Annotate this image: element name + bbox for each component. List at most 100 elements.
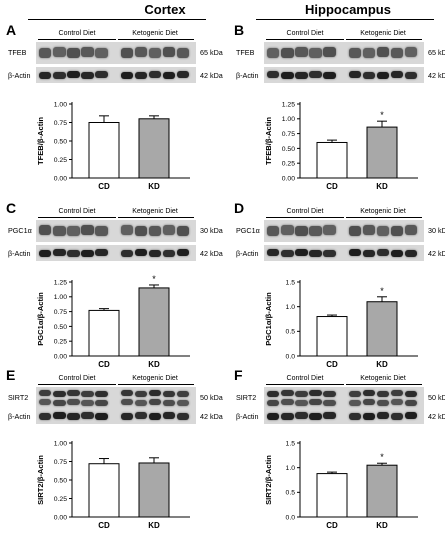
bar-kd [366,126,398,179]
x-tick-label: KD [376,521,388,530]
y-tick-label: 1.00 [282,116,295,123]
blot-band [67,71,80,78]
y-tick-label: 0.00 [54,175,67,182]
blot-band [348,390,362,397]
blot-band [162,412,176,420]
blot-band [95,249,108,256]
blot-band [348,71,362,79]
blot-band [176,249,190,256]
blot-band [362,250,376,258]
bar-kd [366,464,398,518]
y-tick-label: 1.00 [54,101,67,108]
actin-blot [264,408,424,424]
blot-band [53,249,66,257]
blot-band [267,390,280,397]
actin-blot [264,245,424,261]
blot-band [281,225,294,236]
blot-band [162,391,176,398]
loading-control-label: β-Actin [236,249,259,258]
blot-band [390,48,404,59]
x-tick-label: CD [98,521,110,530]
blot-band [39,390,52,396]
blot-band [162,400,176,407]
control-diet-label: Control Diet [58,30,96,37]
panel-letter: C [6,200,17,216]
blot-band [95,399,108,406]
loading-control-label: β-Actin [236,412,259,421]
blot-band [39,72,52,80]
blot-band [95,413,108,421]
blot-band [348,399,362,406]
blot-band [376,47,390,57]
blot-band [95,390,108,397]
blot-band [67,250,80,258]
blot-band [95,48,108,59]
blot-band [281,47,294,58]
y-tick-label: 0.5 [286,490,296,497]
blot-band [67,390,80,397]
blot-band [404,47,418,58]
blot-band [323,391,336,398]
blot-band [148,225,162,236]
blot-band [323,249,336,257]
blot-band [120,412,134,420]
y-tick-label: 0.0 [286,353,296,360]
ketogenic-diet-rule [346,384,422,385]
blot-band [309,71,322,78]
bar-cd [316,316,348,357]
panel-a: A Control Diet Ketogenic Diet TFEB 65 kDa β-A… [0,22,223,200]
blot-band [404,400,418,407]
blot-band [348,249,362,256]
significance-marker: * [380,452,384,462]
ketogenic-diet-label: Ketogenic Diet [360,375,406,382]
target-protein-label: TFEB [236,48,255,57]
target-protein-label: TFEB [8,48,27,57]
blot-band [95,71,108,79]
panel-letter: B [234,22,245,38]
control-diet-label: Control Diet [286,208,324,215]
blot-band [404,225,418,235]
ketogenic-diet-label: Ketogenic Diet [132,375,178,382]
blot-band [323,47,336,58]
target-protein-label: SIRT2 [8,393,29,402]
blot-band [362,72,376,80]
target-protein-label: PGC1α [8,226,32,235]
bar-chart: TFEB/β-Actin 0.00 0.25 0.50 0.75 1.00 1.25 CD * K… [264,101,418,191]
loading-kda-label: 42 kDa [428,71,445,80]
target-blot [36,42,196,64]
blot-band [348,413,362,421]
blot-band [390,250,404,258]
blot-band [53,47,66,57]
bar-chart: SIRT2/β-Actin 0.0 0.5 1.0 1.5 CD * KD [264,440,418,530]
blot-band [295,71,308,79]
blot-band [295,400,308,407]
target-kda-label: 30 kDa [200,226,223,235]
blot-band [404,249,418,257]
blot-band [281,250,294,258]
x-tick-label: CD [98,182,110,191]
ketogenic-diet-rule [346,217,422,218]
blot-band [148,71,162,78]
blot-band [362,399,376,405]
blot-band [81,391,94,398]
blot-band [39,250,52,258]
blot-band [162,72,176,80]
blot-band [295,249,308,257]
blot-band [376,391,390,398]
target-kda-label: 65 kDa [200,48,223,57]
y-tick-label: 1.0 [286,304,296,311]
bar-kd [138,287,170,357]
target-kda-label: 30 kDa [428,226,445,235]
blot-band [404,72,418,80]
blot-band [120,225,134,236]
bar-chart: SIRT2/β-Actin 0.00 0.25 0.50 0.75 1.00 CD KD [36,440,190,530]
panel-letter: E [6,367,16,383]
bar-kd [138,462,170,518]
significance-marker: * [380,110,384,120]
loading-kda-label: 42 kDa [428,249,445,258]
blot-band [134,47,148,57]
x-tick-label: KD [376,182,388,191]
control-diet-rule [266,384,344,385]
blot-band [81,225,94,235]
control-diet-rule [38,39,116,40]
